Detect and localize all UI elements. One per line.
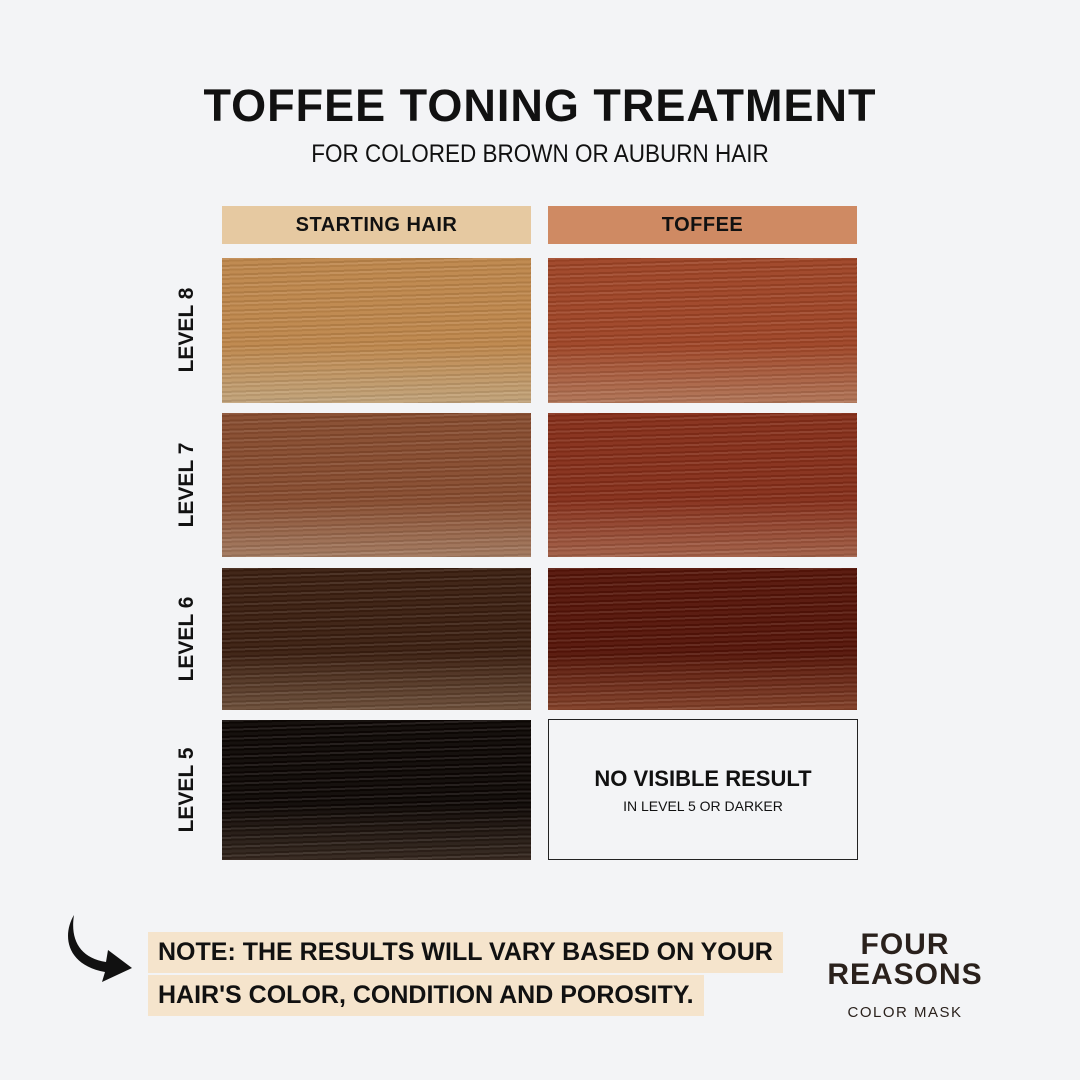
column-header-starting-hair: STARTING HAIR	[222, 206, 531, 244]
no-result-title: NO VISIBLE RESULT	[594, 765, 812, 791]
column-header-toffee: TOFFEE	[548, 206, 857, 244]
level-label: LEVEL 5	[175, 747, 198, 833]
note-line-1: NOTE: THE RESULTS WILL VARY BASED ON YOU…	[148, 932, 783, 973]
brand-line-1: FOUR	[860, 928, 950, 961]
toffee-swatch-level-8	[548, 258, 857, 403]
brand-line-2: REASONS	[827, 958, 983, 991]
note-line-2: HAIR'S COLOR, CONDITION AND POROSITY.	[148, 975, 704, 1016]
starting-swatch-level-6	[222, 568, 531, 710]
level-label: LEVEL 6	[175, 596, 198, 682]
brand-tagline: COLOR MASK	[847, 1004, 963, 1021]
page-subtitle: FOR COLORED BROWN OR AUBURN HAIR	[311, 140, 769, 168]
toffee-swatch-level-7	[548, 413, 857, 557]
no-result-detail: IN LEVEL 5 OR DARKER	[623, 797, 783, 814]
page-title: TOFFEE TONING TREATMENT	[203, 80, 877, 131]
starting-swatch-level-5	[222, 720, 531, 860]
no-result-box: NO VISIBLE RESULT IN LEVEL 5 OR DARKER	[548, 719, 858, 860]
curved-arrow-icon	[68, 915, 132, 982]
toffee-swatch-level-6	[548, 568, 857, 710]
level-label: LEVEL 7	[175, 442, 198, 528]
level-label: LEVEL 8	[175, 287, 198, 373]
starting-swatch-level-8	[222, 258, 531, 403]
starting-swatch-level-7	[222, 413, 531, 557]
